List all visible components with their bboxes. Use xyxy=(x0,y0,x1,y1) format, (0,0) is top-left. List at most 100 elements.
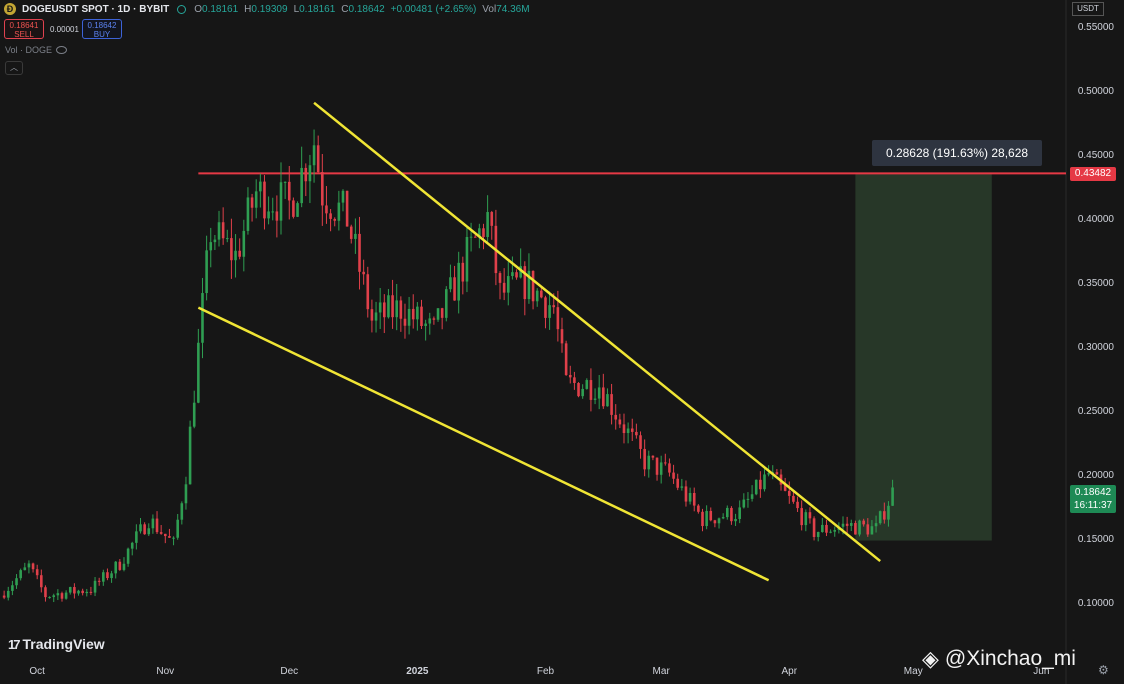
candle-body xyxy=(139,524,142,532)
candle-body xyxy=(816,532,820,537)
trade-buttons: 0.18641 SELL 0.00001 0.18642 BUY xyxy=(4,19,122,39)
candle-body xyxy=(77,590,80,594)
spread-value: 0.00001 xyxy=(50,24,79,34)
gear-icon[interactable]: ⚙ xyxy=(1098,663,1109,677)
candle-body xyxy=(122,563,126,570)
x-tick-label: Dec xyxy=(280,666,298,677)
y-tick-label: 0.10000 xyxy=(1078,598,1115,609)
candle-body xyxy=(866,524,870,535)
candle-body xyxy=(461,262,465,282)
projection-measure-zone[interactable] xyxy=(855,173,992,541)
candle-body xyxy=(544,297,547,318)
last-price-tag: 0.18642 16:11:37 xyxy=(1070,485,1116,513)
candle-body xyxy=(829,531,832,533)
volume-indicator[interactable]: Vol · DOGE xyxy=(5,45,68,55)
candle-body xyxy=(668,463,671,473)
y-tick-label: 0.15000 xyxy=(1078,534,1115,545)
candle-body xyxy=(81,590,84,594)
lower-trendline[interactable] xyxy=(197,306,770,582)
sell-button[interactable]: 0.18641 SELL xyxy=(4,19,44,39)
candle-body xyxy=(502,282,506,293)
candle-body xyxy=(407,308,411,326)
candle-body xyxy=(742,499,746,508)
candle-body xyxy=(449,277,452,290)
candle-body xyxy=(841,523,845,527)
candle-body xyxy=(56,593,60,596)
candle-body xyxy=(147,528,151,535)
y-tick-label: 0.50000 xyxy=(1078,86,1115,97)
candle-body xyxy=(391,295,394,318)
candle-body xyxy=(548,305,551,318)
candle-body xyxy=(858,520,861,535)
candle-body xyxy=(688,493,692,502)
candle-body xyxy=(420,306,423,327)
candle-body xyxy=(40,575,43,588)
candle-body xyxy=(316,145,320,173)
upper-trendline[interactable] xyxy=(313,101,881,563)
resistance-price-tag: 0.43482 xyxy=(1070,167,1116,181)
candle-body xyxy=(296,203,299,217)
candle-body xyxy=(523,266,527,300)
eye-icon[interactable] xyxy=(56,46,68,54)
currency-label[interactable]: USDT xyxy=(1072,2,1104,16)
candle-body xyxy=(713,520,717,524)
candle-body xyxy=(883,511,886,520)
candle-body xyxy=(597,387,601,399)
candle-body xyxy=(635,431,638,436)
candle-body xyxy=(180,503,184,520)
candle-body xyxy=(606,394,609,407)
x-axis: Oct Nov Dec 2025 Feb Mar Apr May Jun xyxy=(29,666,1049,677)
y-tick-label: 0.30000 xyxy=(1078,342,1115,353)
tradingview-brand: TradingView xyxy=(22,636,105,652)
watermark-handle: @Xinchao_mi xyxy=(944,647,1076,670)
candle-body xyxy=(639,435,642,449)
candle-body xyxy=(672,472,675,479)
tradingview-logo[interactable]: 17 TradingView xyxy=(8,636,105,652)
candle-body xyxy=(490,212,494,226)
candle-body xyxy=(630,428,634,432)
candle-body xyxy=(515,272,518,278)
candle-body xyxy=(370,309,374,321)
candle-body xyxy=(585,380,589,389)
candle-body xyxy=(891,487,894,506)
candle-body xyxy=(399,300,403,319)
candle-body xyxy=(730,507,733,522)
x-tick-label: Feb xyxy=(537,666,555,677)
candle-body xyxy=(321,172,324,206)
candle-body xyxy=(238,250,241,257)
candle-body xyxy=(263,181,266,219)
candle-body xyxy=(767,473,770,475)
candle-body xyxy=(709,510,713,521)
candle-body xyxy=(325,205,328,214)
candle-body xyxy=(626,428,630,434)
x-tick-label: Nov xyxy=(156,666,174,677)
symbol-title[interactable]: DOGEUSDT SPOT · 1D · BYBIT xyxy=(22,3,170,15)
candle-body xyxy=(833,529,837,532)
candle-body xyxy=(717,518,721,524)
candle-body xyxy=(312,145,316,166)
candle-body xyxy=(89,591,93,593)
candle-body xyxy=(292,200,295,217)
candle-body xyxy=(659,462,663,475)
candle-body xyxy=(362,271,365,275)
candle-body xyxy=(556,307,560,330)
collapse-chevron-icon[interactable]: ︿ xyxy=(5,61,23,75)
y-tick-label: 0.35000 xyxy=(1078,278,1115,289)
y-tick-label: 0.55000 xyxy=(1078,22,1115,33)
candle-body xyxy=(6,590,10,598)
candle-body xyxy=(176,519,179,538)
symbol-header: Ð DOGEUSDT SPOT · 1D · BYBIT O0.18161 H0… xyxy=(4,3,530,15)
candle-body xyxy=(684,486,688,502)
candle-body xyxy=(374,312,378,321)
candle-body xyxy=(283,181,287,183)
candle-body xyxy=(48,597,51,599)
candle-body xyxy=(573,377,576,384)
candle-body xyxy=(85,591,89,594)
x-tick-label: Apr xyxy=(781,666,797,677)
buy-button[interactable]: 0.18642 BUY xyxy=(82,19,122,39)
y-axis: 0.55000 0.50000 0.45000 0.40000 0.35000 0.300… xyxy=(1078,22,1115,609)
candle-body xyxy=(792,495,795,502)
candle-body xyxy=(568,374,572,378)
candle-body xyxy=(44,587,47,598)
